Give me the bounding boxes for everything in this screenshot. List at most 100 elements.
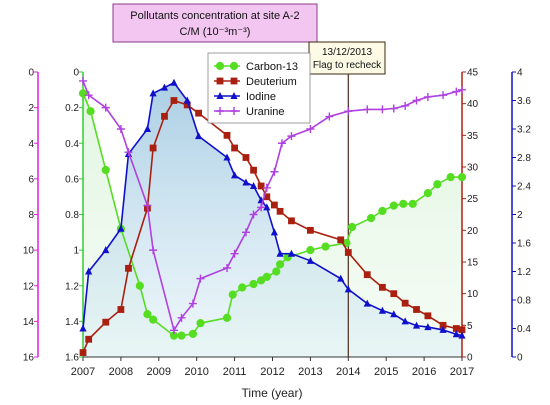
carbon-13-series xyxy=(78,89,467,340)
deuterium-point xyxy=(117,306,125,313)
iodine-point xyxy=(263,203,271,211)
x-axis-label: Time (year) xyxy=(242,386,303,400)
right-inner-tick-label: 35 xyxy=(467,131,479,142)
iodine-point xyxy=(452,330,460,338)
uranine-point xyxy=(363,105,372,114)
x-tick-label: 2009 xyxy=(147,366,171,378)
left-inner-tick-label: 1.4 xyxy=(65,317,79,328)
uranine-point xyxy=(423,92,432,101)
x-tick-label: 2012 xyxy=(260,366,284,378)
deuterium-point xyxy=(195,109,202,117)
carbon-13-point xyxy=(408,199,417,208)
iodine-point xyxy=(143,125,152,132)
iodine-point xyxy=(249,182,258,189)
legend-swatch-marker xyxy=(216,92,224,99)
deuterium-point xyxy=(363,271,371,279)
tick-labels: 0 2 4 6 8 10 12 14 16 0 0.2 0.4 0.6 0.8 1 1.2 1.4 1.6 0 5 10… xyxy=(23,68,531,379)
iodine-point xyxy=(117,224,125,232)
carbon-13-area xyxy=(83,93,462,357)
carbon-13-point xyxy=(433,180,442,189)
deuterium-point xyxy=(161,112,168,120)
carbon-13-point xyxy=(188,329,198,338)
title-box-frame xyxy=(112,3,318,43)
carbon-13-point xyxy=(306,246,315,255)
annotation-date: 13/12/2013 xyxy=(322,47,372,58)
annotation-box: 13/12/2013 Flag to recheck xyxy=(308,41,386,75)
carbon-13-point xyxy=(457,172,467,182)
legend-label: Iodine xyxy=(246,91,276,103)
uranine-point xyxy=(401,101,410,110)
iodine-point xyxy=(337,274,345,282)
annotation-text: Flag to recheck xyxy=(313,60,382,71)
deuterium-point xyxy=(250,166,257,174)
carbon-13-point xyxy=(423,189,432,198)
iodine-point xyxy=(85,267,93,275)
uranine-point xyxy=(116,125,125,133)
right-outer-tick-label: 1.6 xyxy=(517,239,531,250)
iodine-point xyxy=(79,324,87,332)
left-outer-tick-label: 2 xyxy=(28,103,34,114)
right-outer-tick-label: 0.8 xyxy=(517,296,531,307)
iodine-point xyxy=(160,83,169,91)
iodine-point xyxy=(242,178,250,186)
x-tick-label: 2016 xyxy=(412,366,436,378)
iodine-point xyxy=(306,256,314,264)
carbon-13-point xyxy=(446,172,455,182)
uranine-point xyxy=(389,104,398,113)
legend-item-iodine: Iodine xyxy=(214,91,276,103)
legend-swatch-marker xyxy=(216,77,224,85)
legend: Carbon-13 Deuterium Iodine Uranine xyxy=(207,52,311,124)
deuterium-point xyxy=(344,249,352,256)
left-outer-tick-label: 14 xyxy=(23,317,35,328)
left-inner-tick-label: 0.8 xyxy=(65,210,79,221)
carbon-13-point xyxy=(222,313,232,322)
x-tick-label: 2008 xyxy=(109,366,133,378)
deuterium-point xyxy=(413,306,420,313)
legend-swatch-marker xyxy=(229,61,239,71)
right-inner-tick-label: 15 xyxy=(467,258,479,269)
deuterium-point xyxy=(390,290,398,298)
iodine-point xyxy=(401,317,409,325)
carbon-13-point xyxy=(366,213,376,223)
left-inner-tick-label: 0 xyxy=(73,68,79,79)
carbon-13-point xyxy=(228,290,237,299)
uranine-point xyxy=(277,139,286,148)
carbon-13-point xyxy=(257,276,266,285)
deuterium-point xyxy=(288,217,295,225)
uranine-point xyxy=(79,76,87,85)
left-outer-tick-label: 16 xyxy=(23,353,35,364)
iodine-point xyxy=(183,96,191,104)
x-tick-label: 2010 xyxy=(184,366,208,378)
iodine-point xyxy=(170,78,178,86)
carbon-13-point xyxy=(101,165,110,175)
right-outer-tick-label: 2.8 xyxy=(517,153,531,164)
uranine-point xyxy=(452,87,461,96)
deuterium-point xyxy=(424,312,432,320)
iodine-point xyxy=(458,331,466,339)
carbon-13-point xyxy=(196,319,205,328)
legend-swatch-marker xyxy=(230,92,238,99)
left-outer-tick-label: 12 xyxy=(23,281,35,292)
right-outer-tick-label: 2.4 xyxy=(517,182,531,193)
deuterium-point xyxy=(263,193,271,201)
deuterium-point xyxy=(307,226,314,234)
legend-swatch-marker xyxy=(230,77,238,85)
right-inner-tick-label: 5 xyxy=(467,321,473,332)
uranine-point xyxy=(101,103,110,112)
carbon-13-point xyxy=(378,206,387,216)
iodine-point xyxy=(424,323,432,331)
uranine-point xyxy=(458,85,466,94)
right-inner-tick-label: 20 xyxy=(467,226,479,237)
deuterium-point xyxy=(452,325,460,332)
deuterium-series xyxy=(79,97,466,356)
right-outer-tick-label: 3.2 xyxy=(517,125,531,136)
deuterium-point xyxy=(149,144,157,152)
right-inner-tick-label: 45 xyxy=(467,68,479,79)
left-outer-tick-label: 8 xyxy=(28,210,34,221)
right-inner-tick-label: 40 xyxy=(467,99,479,110)
legend-swatch-marker xyxy=(215,61,225,71)
x-tick-label: 2017 xyxy=(450,366,474,378)
chart-subtitle: C/M (10⁻³m⁻³) xyxy=(180,26,251,38)
legend-item-uranine: Uranine xyxy=(214,106,285,118)
